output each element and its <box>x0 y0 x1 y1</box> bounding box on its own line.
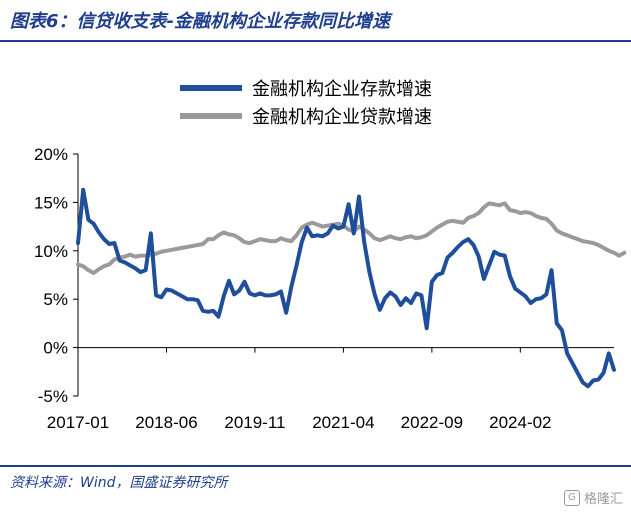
footer-divider <box>0 465 631 467</box>
y-tick-label: 20% <box>34 145 68 164</box>
figure-header: 图表6：信贷收支表-金融机构企业存款同比增速 <box>0 0 631 42</box>
series-line-deposit-growth <box>76 187 616 389</box>
y-axis: -5% 0% 5% 10% 15% 20% <box>34 145 79 406</box>
x-tick-label: 2022-09 <box>401 413 463 432</box>
x-tick-label: 2017-01 <box>47 413 109 432</box>
figure-title: 图表6：信贷收支表-金融机构企业存款同比增速 <box>10 11 390 32</box>
legend-label-deposit: 金融机构企业存款增速 <box>252 79 432 99</box>
x-tick-label: 2021-04 <box>312 413 374 432</box>
y-tick-label: 5% <box>43 290 68 309</box>
x-tick-label: 2024-02 <box>489 413 551 432</box>
legend-label-loan: 金融机构企业贷款增速 <box>252 107 432 127</box>
x-tick-label: 2019-11 <box>224 413 285 432</box>
y-tick-label: 10% <box>34 242 68 261</box>
y-tick-label: 15% <box>34 193 68 212</box>
x-tick-label: 2018-06 <box>135 413 197 432</box>
watermark-text: 格隆汇 <box>583 492 623 507</box>
series-line-loan-growth <box>76 201 627 276</box>
y-tick-label: 0% <box>43 339 68 358</box>
y-tick-label: -5% <box>38 387 68 406</box>
plot-area <box>76 187 627 389</box>
source-note: 资料来源：Wind，国盛证券研究所 <box>10 475 228 491</box>
x-axis: 2017-01 2018-06 2019-11 2021-04 2022-09 2024-… <box>47 347 614 432</box>
watermark-logo-icon: G <box>563 489 580 506</box>
watermark: G 格隆汇 <box>563 488 623 507</box>
